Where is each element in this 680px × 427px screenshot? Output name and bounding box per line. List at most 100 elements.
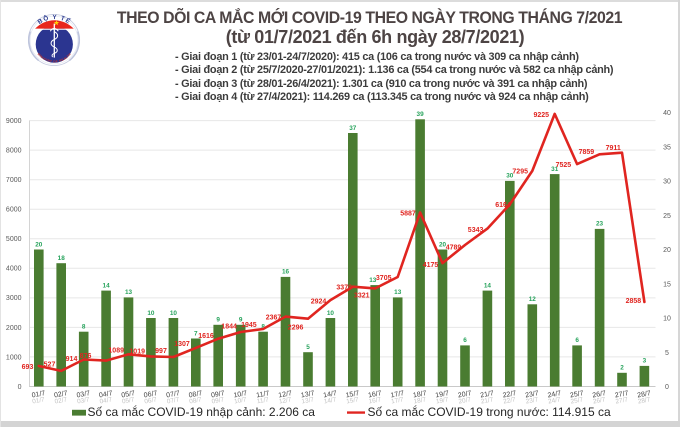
svg-text:2296: 2296 [288, 324, 304, 331]
svg-text:24/7: 24/7 [547, 390, 562, 399]
svg-text:20: 20 [439, 241, 447, 248]
svg-text:10: 10 [170, 310, 178, 317]
svg-text:1089: 1089 [108, 348, 124, 355]
svg-text:18: 18 [58, 255, 66, 262]
svg-text:2367: 2367 [266, 314, 282, 321]
svg-text:15/7: 15/7 [346, 396, 360, 405]
svg-text:12: 12 [529, 296, 537, 303]
svg-text:997: 997 [155, 348, 167, 355]
svg-text:18/7: 18/7 [413, 390, 428, 399]
svg-text:10: 10 [327, 310, 335, 317]
svg-text:693: 693 [22, 364, 34, 371]
svg-text:3705: 3705 [376, 275, 392, 282]
svg-text:21/7: 21/7 [480, 396, 494, 405]
svg-text:09/7: 09/7 [211, 396, 225, 405]
svg-text:25: 25 [663, 213, 671, 220]
svg-text:6: 6 [575, 337, 579, 344]
svg-text:01/7: 01/7 [31, 390, 46, 399]
svg-text:37: 37 [349, 125, 357, 132]
svg-text:4175: 4175 [423, 262, 439, 269]
svg-text:3000: 3000 [6, 295, 22, 302]
svg-text:1307: 1307 [174, 341, 190, 348]
svg-text:16/7: 16/7 [368, 396, 382, 405]
svg-text:31: 31 [551, 166, 559, 173]
svg-text:4789: 4789 [446, 244, 462, 251]
svg-text:1945: 1945 [241, 322, 257, 329]
svg-text:527: 527 [44, 361, 56, 368]
svg-text:28/7: 28/7 [637, 396, 651, 405]
svg-text:13: 13 [369, 277, 377, 284]
svg-text:2924: 2924 [311, 298, 327, 305]
svg-text:3321: 3321 [354, 293, 370, 300]
svg-text:27/7: 27/7 [614, 390, 629, 399]
svg-text:35: 35 [663, 144, 671, 151]
svg-text:10: 10 [663, 316, 671, 323]
svg-text:BỘ Y TẾ: BỘ Y TẾ [37, 13, 74, 26]
svg-text:9: 9 [216, 317, 220, 324]
svg-text:8: 8 [261, 324, 265, 331]
svg-text:16/7: 16/7 [368, 390, 383, 399]
svg-text:11/7: 11/7 [256, 396, 269, 405]
svg-text:5: 5 [665, 350, 669, 357]
svg-text:03/7: 03/7 [77, 396, 91, 405]
svg-text:17/7: 17/7 [390, 390, 405, 399]
svg-text:2858: 2858 [626, 298, 642, 305]
svg-text:5887: 5887 [400, 211, 416, 218]
svg-text:10/7: 10/7 [234, 396, 248, 405]
svg-text:05/7: 05/7 [121, 390, 136, 399]
svg-text:03/7: 03/7 [76, 390, 91, 399]
svg-text:7295: 7295 [512, 169, 528, 176]
svg-text:8: 8 [82, 324, 86, 331]
svg-text:04/7: 04/7 [99, 390, 114, 399]
svg-text:6164: 6164 [495, 202, 511, 209]
svg-text:19/7: 19/7 [435, 390, 450, 399]
svg-text:25/7: 25/7 [570, 396, 584, 405]
svg-text:14/7: 14/7 [323, 390, 338, 399]
svg-text:02/7: 02/7 [54, 390, 69, 399]
svg-text:40: 40 [663, 110, 671, 117]
svg-text:1844: 1844 [221, 323, 237, 330]
svg-text:30: 30 [506, 173, 514, 180]
svg-text:07/7: 07/7 [166, 396, 180, 405]
svg-text:4000: 4000 [6, 266, 22, 273]
svg-text:16: 16 [282, 269, 290, 276]
svg-text:10: 10 [147, 310, 155, 317]
svg-text:876: 876 [80, 353, 92, 360]
svg-text:19/7: 19/7 [435, 396, 449, 405]
svg-text:06/7: 06/7 [143, 390, 158, 399]
svg-text:26/7: 26/7 [592, 396, 606, 405]
svg-text:02/7: 02/7 [54, 396, 68, 405]
svg-text:24/7: 24/7 [548, 396, 562, 405]
svg-text:15: 15 [663, 281, 671, 288]
svg-text:0: 0 [18, 384, 22, 391]
svg-text:7000: 7000 [6, 177, 22, 184]
svg-text:1000: 1000 [6, 354, 22, 361]
svg-text:20: 20 [35, 241, 43, 248]
svg-text:20/7: 20/7 [458, 396, 472, 405]
svg-text:13/7: 13/7 [301, 396, 315, 405]
svg-text:17/7: 17/7 [391, 396, 405, 405]
svg-text:15/7: 15/7 [345, 390, 360, 399]
svg-text:22/7: 22/7 [502, 390, 517, 399]
svg-text:13: 13 [394, 289, 402, 296]
svg-text:14/7: 14/7 [323, 396, 337, 405]
svg-text:21/7: 21/7 [480, 390, 495, 399]
svg-text:6: 6 [463, 337, 467, 344]
svg-text:13: 13 [125, 289, 133, 296]
svg-text:3379: 3379 [336, 284, 352, 291]
svg-text:20: 20 [663, 247, 671, 254]
svg-text:23/7: 23/7 [525, 396, 539, 405]
svg-text:2000: 2000 [6, 325, 22, 332]
svg-text:3: 3 [643, 358, 647, 365]
svg-text:9225: 9225 [534, 112, 550, 119]
svg-text:04/7: 04/7 [99, 396, 113, 405]
svg-text:7: 7 [194, 330, 198, 337]
svg-text:01/7: 01/7 [32, 396, 46, 405]
svg-text:08/7: 08/7 [189, 396, 203, 405]
svg-text:09/7: 09/7 [211, 390, 226, 399]
svg-text:7911: 7911 [606, 145, 621, 152]
svg-text:23/7: 23/7 [525, 390, 540, 399]
svg-text:7525: 7525 [556, 162, 572, 169]
svg-text:9: 9 [239, 317, 243, 324]
svg-text:20/7: 20/7 [457, 390, 472, 399]
